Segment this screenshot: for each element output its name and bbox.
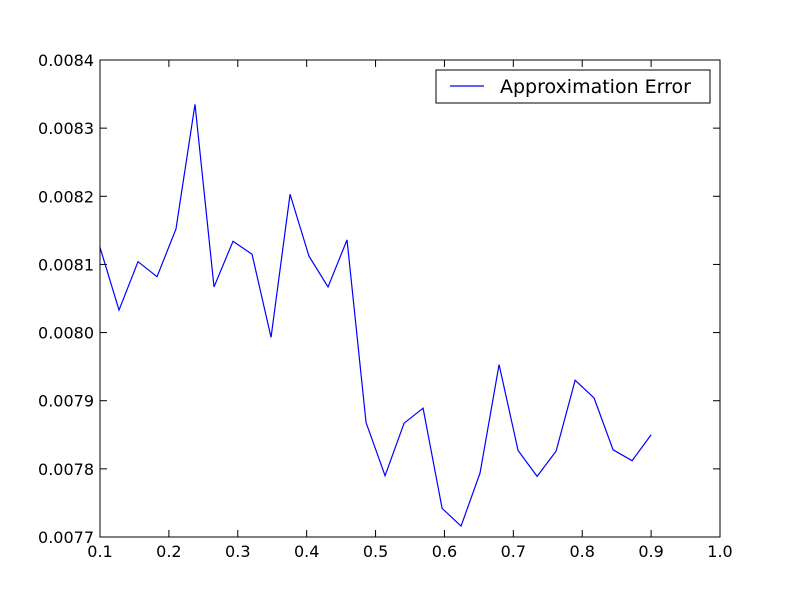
x-tick-label: 1.0 (707, 542, 732, 561)
x-tick-label: 0.5 (363, 542, 388, 561)
legend: Approximation Error (435, 69, 711, 104)
x-tick-label: 0.2 (156, 542, 181, 561)
y-tick-label: 0.0082 (38, 187, 94, 206)
x-tick-label: 0.4 (294, 542, 319, 561)
x-tick-label: 0.1 (87, 542, 112, 561)
y-tick-label: 0.0079 (38, 392, 94, 411)
y-tick-label: 0.0080 (38, 324, 94, 343)
plot-area (100, 60, 720, 537)
x-tick-label: 0.9 (638, 542, 663, 561)
axis-tick-labels: 0.1 0.2 0.3 0.4 0.5 0.6 0.7 0.8 0.9 1.0 0.0077 0.00… (38, 51, 733, 561)
x-tick-label: 0.3 (225, 542, 250, 561)
y-tick-label: 0.0081 (38, 255, 94, 274)
x-tick-label: 0.6 (432, 542, 457, 561)
x-tick-label: 0.8 (569, 542, 594, 561)
y-tick-label: 0.0083 (38, 119, 94, 138)
y-tick-label: 0.0077 (38, 528, 94, 547)
series-line-approximation-error (99, 104, 652, 528)
plot-frame (99, 59, 721, 538)
series-layer (99, 104, 652, 528)
y-tick-label: 0.0084 (38, 51, 94, 70)
y-tick-label: 0.0078 (38, 460, 94, 479)
legend-label: Approximation Error (500, 76, 691, 98)
x-tick-label: 0.7 (501, 542, 526, 561)
